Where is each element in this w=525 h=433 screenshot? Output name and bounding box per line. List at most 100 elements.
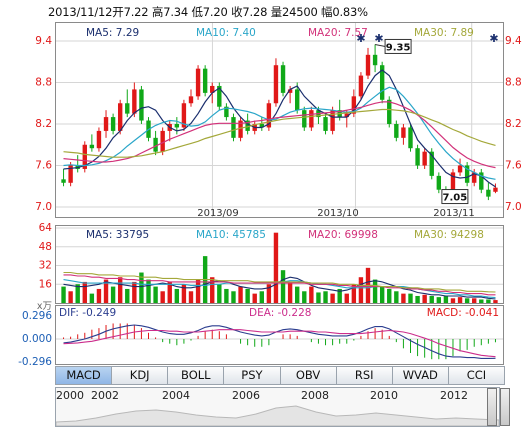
price-x-tick: 2013/10 [317, 208, 359, 217]
price-legend-3: MA30: 7.89 [414, 27, 474, 39]
candle-body [464, 165, 470, 183]
tab-wvad[interactable]: WVAD [392, 367, 449, 384]
price-y-tick-left: 8.2 [35, 118, 52, 130]
timeline-left-handle[interactable] [487, 388, 497, 426]
volume-bar [195, 279, 201, 303]
dif-line [63, 324, 496, 359]
candle-body [245, 120, 250, 131]
candle-body [358, 75, 364, 97]
max-label-box [384, 38, 412, 54]
volume-y-tick: 32 [39, 260, 52, 272]
volume-bar [472, 298, 477, 303]
timeline-navigator[interactable]: 2000 2002 2004 2006 2008 2010 2012 [55, 387, 500, 427]
volume-bar [181, 284, 187, 303]
year-label-2002: 2002 [91, 389, 119, 402]
candle-body [295, 89, 300, 111]
volume-bar [167, 281, 172, 303]
event-marker-icon: ✱ [489, 32, 498, 45]
candle-body [408, 127, 413, 149]
macd-y-tick: 0.296 [22, 310, 52, 322]
volume-ma-line [63, 274, 496, 296]
macd-chart[interactable]: DIF: -0.249 DEA: -0.228 MACD: -0.041 [56, 306, 503, 364]
volume-bar [450, 298, 456, 303]
volume-bar [266, 284, 272, 303]
candle-body [365, 54, 371, 76]
volume-bar [493, 300, 498, 303]
event-marker-icon: ✱ [374, 32, 383, 45]
tab-psy[interactable]: PSY [224, 367, 281, 384]
volume-bar [132, 281, 137, 303]
tab-macd[interactable]: MACD [56, 367, 113, 384]
year-label-2006: 2006 [232, 389, 260, 402]
tab-kdj[interactable]: KDJ [112, 367, 169, 384]
candle-body [266, 103, 272, 128]
volume-bar [379, 286, 385, 303]
candle-body [160, 130, 165, 152]
candle-body [103, 117, 109, 131]
volume-bar [372, 279, 378, 303]
candle-body [238, 120, 243, 138]
timeline-history-sparkline [56, 405, 499, 426]
volume-bar [287, 281, 293, 303]
candle-body [210, 85, 215, 93]
volume-bar [309, 286, 314, 303]
price-chart[interactable]: MA5: 7.29 MA10: 7.40 MA20: 7.57 MA30: 7.89 2… [56, 23, 503, 219]
candle-body [117, 103, 123, 131]
tab-cci[interactable]: CCI [448, 367, 504, 384]
volume-bar [479, 299, 484, 303]
volume-bar [422, 294, 427, 303]
volume-bar [351, 284, 357, 303]
volume-bar [394, 291, 399, 303]
tab-boll[interactable]: BOLL [168, 367, 225, 384]
volume-legend-3: MA30: 94298 [414, 229, 484, 241]
volume-chart[interactable]: MA5: 33795 MA10: 45785 MA20: 69998 MA30: 94… [56, 226, 503, 303]
macd-y-tick: 0.000 [22, 333, 52, 345]
tab-rsi[interactable]: RSI [336, 367, 393, 384]
indicator-tabs: MACD KDJ BOLL PSY OBV RSI WVAD CCI [55, 366, 505, 385]
max-pointer [374, 43, 386, 47]
candle-body [280, 65, 286, 93]
year-label-2000: 2000 [56, 389, 84, 402]
volume-bar [464, 298, 470, 303]
close-label: 收 [231, 5, 243, 19]
candle-body [486, 189, 491, 197]
candle-body [429, 151, 434, 176]
price-y-tick-right: 8.8 [505, 77, 522, 89]
year-label-2008: 2008 [301, 389, 329, 402]
price-ma-line [63, 69, 496, 188]
dea-legend: DEA: -0.228 [249, 307, 311, 319]
candle-body [202, 68, 208, 93]
volume-bar [344, 293, 349, 303]
volume-bar [486, 299, 491, 303]
volume-bar [75, 284, 80, 303]
volume-bar [245, 288, 250, 303]
candle-body [330, 110, 335, 131]
macd-panel: DIF: -0.249 DEA: -0.228 MACD: -0.041 [55, 305, 504, 365]
candle-body [401, 127, 406, 138]
volume-value: 24500 [281, 5, 318, 19]
candle-body [231, 117, 236, 138]
price-y-tick-left: 8.8 [35, 77, 52, 89]
year-label-2012: 2012 [440, 389, 468, 402]
candle-body [188, 96, 194, 104]
year-label-2004: 2004 [162, 389, 190, 402]
candle-body [372, 54, 378, 66]
volume-bar [443, 295, 449, 303]
volume-bar [358, 277, 364, 303]
volume-bar [160, 291, 165, 303]
candle-body [450, 172, 456, 197]
candle-body [110, 117, 116, 131]
tab-obv[interactable]: OBV [280, 367, 337, 384]
timeline-right-handle[interactable] [500, 388, 510, 426]
candle-body [61, 179, 66, 183]
price-legend-1: MA10: 7.40 [196, 27, 256, 39]
volume-y-tick: 64 [39, 222, 53, 234]
candle-body [125, 103, 130, 114]
volume-bar [61, 286, 66, 303]
min-label: 7.05 [443, 193, 468, 204]
volume-bar [82, 281, 87, 303]
volume-unit: x万 [37, 301, 52, 312]
high-label: 高 [151, 5, 164, 19]
candle-body [224, 106, 229, 118]
